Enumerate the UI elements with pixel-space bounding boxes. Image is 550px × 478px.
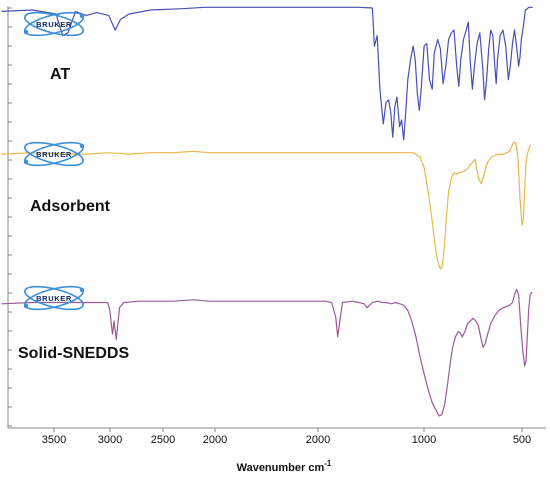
x-axis-title: Wavenumber cm-1	[237, 459, 332, 474]
x-tick-label-1000: 1000	[412, 434, 436, 446]
x-axis-title-text: Wavenumber	[237, 462, 306, 474]
series-line-adsorbent	[1, 141, 531, 270]
logo-orbit-icon	[24, 11, 84, 37]
x-tick-label-2500: 2500	[151, 434, 175, 446]
series-label-solid-snedds: Solid-SNEDDS	[18, 345, 129, 362]
x-tick-label-3500: 3500	[42, 434, 66, 446]
x-tick-label-2000a: 2000	[203, 434, 227, 446]
logo-text: BRUKER	[36, 20, 72, 29]
x-tick-label-500: 500	[513, 434, 531, 446]
logo-dot-icon	[23, 303, 29, 309]
logo-orbit-icon	[24, 285, 84, 311]
series-label-at: AT	[50, 66, 70, 83]
bruker-logo-1: BRUKER	[23, 11, 85, 37]
logo-text: BRUKER	[36, 294, 72, 303]
logo-text: BRUKER	[36, 150, 72, 159]
x-axis-title-unit-exp: -1	[324, 459, 332, 468]
x-axis-ticks	[53, 428, 523, 432]
series-line-solid-snedds	[1, 288, 533, 417]
x-axis-title-unit: cm	[308, 462, 324, 474]
bruker-logo-2: BRUKER	[23, 141, 85, 167]
logo-dot-icon	[23, 29, 29, 35]
logo-orbit-icon	[24, 141, 84, 167]
logo-dot-icon	[79, 287, 85, 293]
x-tick-label-3000: 3000	[98, 434, 122, 446]
series-line-at	[1, 6, 533, 141]
y-axis-ticks	[8, 7, 12, 427]
logo-dot-icon	[79, 143, 85, 149]
x-tick-label-2000b: 2000	[306, 434, 330, 446]
logo-dot-icon	[79, 13, 85, 19]
series-label-adsorbent: Adsorbent	[30, 198, 111, 215]
logo-dot-icon	[23, 159, 29, 165]
bruker-logo-3: BRUKER	[23, 285, 85, 311]
